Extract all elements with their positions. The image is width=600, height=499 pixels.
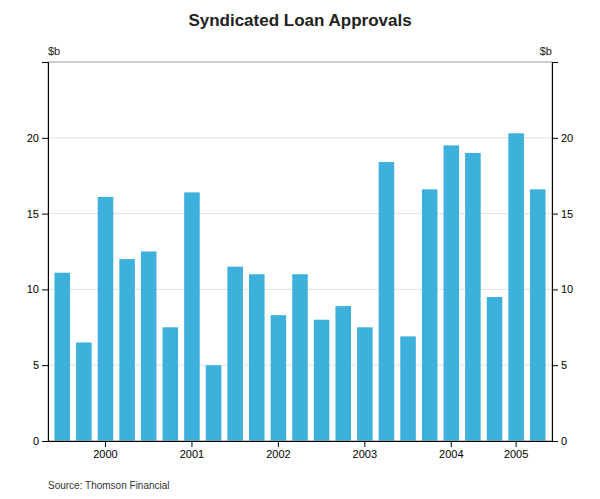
bar <box>184 192 200 441</box>
x-tick-mark <box>451 441 452 447</box>
x-tick-mark <box>191 441 192 447</box>
x-tick: 2001 <box>180 441 204 460</box>
y-tick-mark <box>42 138 48 139</box>
y-tick-label: 0 <box>33 435 39 447</box>
bar <box>422 189 438 441</box>
bar <box>379 162 395 441</box>
y-axis-line <box>42 63 49 442</box>
y2-tick-label: 10 <box>561 283 573 295</box>
bar <box>508 133 524 441</box>
y-tick: 5 <box>33 359 48 371</box>
y2-tick-mark <box>552 289 558 290</box>
y-tick-mark <box>42 365 48 366</box>
y-tick: 0 <box>33 435 48 447</box>
y2-tick: 0 <box>552 435 567 447</box>
bar <box>444 145 460 441</box>
bar <box>271 315 287 441</box>
y2-axis-line <box>553 63 559 442</box>
bar <box>98 197 114 441</box>
bar <box>76 342 92 441</box>
bar <box>227 267 243 441</box>
x-tick-mark <box>278 441 279 447</box>
y-tick-mark <box>42 289 48 290</box>
y2-axis-label: $b <box>540 45 552 57</box>
y-axis: 0 5 10 15 20 <box>27 63 49 448</box>
x-tick-mark <box>364 441 365 447</box>
x-tick: 2003 <box>353 441 377 460</box>
bar <box>357 327 373 441</box>
chart: Syndicated Loan Approvals051015200510152… <box>0 0 600 499</box>
bar <box>292 274 308 441</box>
bar <box>163 327 179 441</box>
y2-tick-mark <box>552 441 558 442</box>
y-tick-label: 5 <box>33 359 39 371</box>
bar <box>335 306 351 441</box>
x-tick-label: 2000 <box>93 448 117 460</box>
y-tick-label: 10 <box>27 283 39 295</box>
bar <box>141 252 157 442</box>
x-tick-label: 2003 <box>353 448 377 460</box>
bar <box>530 189 546 441</box>
y-tick-label: 20 <box>27 132 39 144</box>
bar <box>249 274 265 441</box>
grid-line <box>48 137 552 138</box>
bar <box>314 320 330 441</box>
y2-tick-label: 5 <box>561 359 567 371</box>
bar <box>119 259 135 441</box>
y2-axis: 0 5 10 15 20 <box>552 63 573 448</box>
y-axis-label: $b <box>48 45 60 57</box>
y-tick-mark <box>42 441 48 442</box>
x-axis: 2000 2001 2002 2003 2004 2005 <box>49 441 553 460</box>
x-tick-mark <box>105 441 106 447</box>
bars <box>54 133 545 441</box>
annotation: Source: Thomson Financial <box>48 480 170 491</box>
bar <box>206 365 222 441</box>
bar <box>465 153 481 441</box>
y2-tick: 10 <box>552 283 573 295</box>
y2-tick-mark <box>552 138 558 139</box>
y2-tick: 20 <box>552 132 573 144</box>
y2-tick-mark <box>552 365 558 366</box>
y2-tick-label: 15 <box>561 208 573 220</box>
y-tick: 10 <box>27 283 48 295</box>
y-tick: 20 <box>27 132 48 144</box>
x-tick: 2002 <box>266 441 290 460</box>
y2-tick-label: 20 <box>561 132 573 144</box>
bar <box>54 273 70 441</box>
y2-tick-label: 0 <box>561 435 567 447</box>
x-axis-line <box>49 441 553 442</box>
bar <box>487 297 503 441</box>
y2-tick: 15 <box>552 208 573 220</box>
x-tick-label: 2005 <box>504 448 528 460</box>
x-tick-label: 2002 <box>266 448 290 460</box>
plot: 0510152005101520200020012002200320042005 <box>27 62 574 460</box>
y-tick: 15 <box>27 208 48 220</box>
title: Syndicated Loan Approvals <box>188 11 411 30</box>
grid <box>48 138 552 441</box>
plot-frame <box>48 62 552 441</box>
x-tick: 2000 <box>93 441 117 460</box>
x-tick: 2004 <box>439 441 463 460</box>
x-tick-label: 2004 <box>439 448 463 460</box>
bar <box>400 336 416 441</box>
y-tick-label: 15 <box>27 208 39 220</box>
x-tick-label: 2001 <box>180 448 204 460</box>
x-tick-mark <box>516 441 517 447</box>
y2-tick: 5 <box>552 359 567 371</box>
y2-tick-mark <box>552 214 558 215</box>
y-tick-mark <box>42 214 48 215</box>
x-tick: 2005 <box>504 441 528 460</box>
